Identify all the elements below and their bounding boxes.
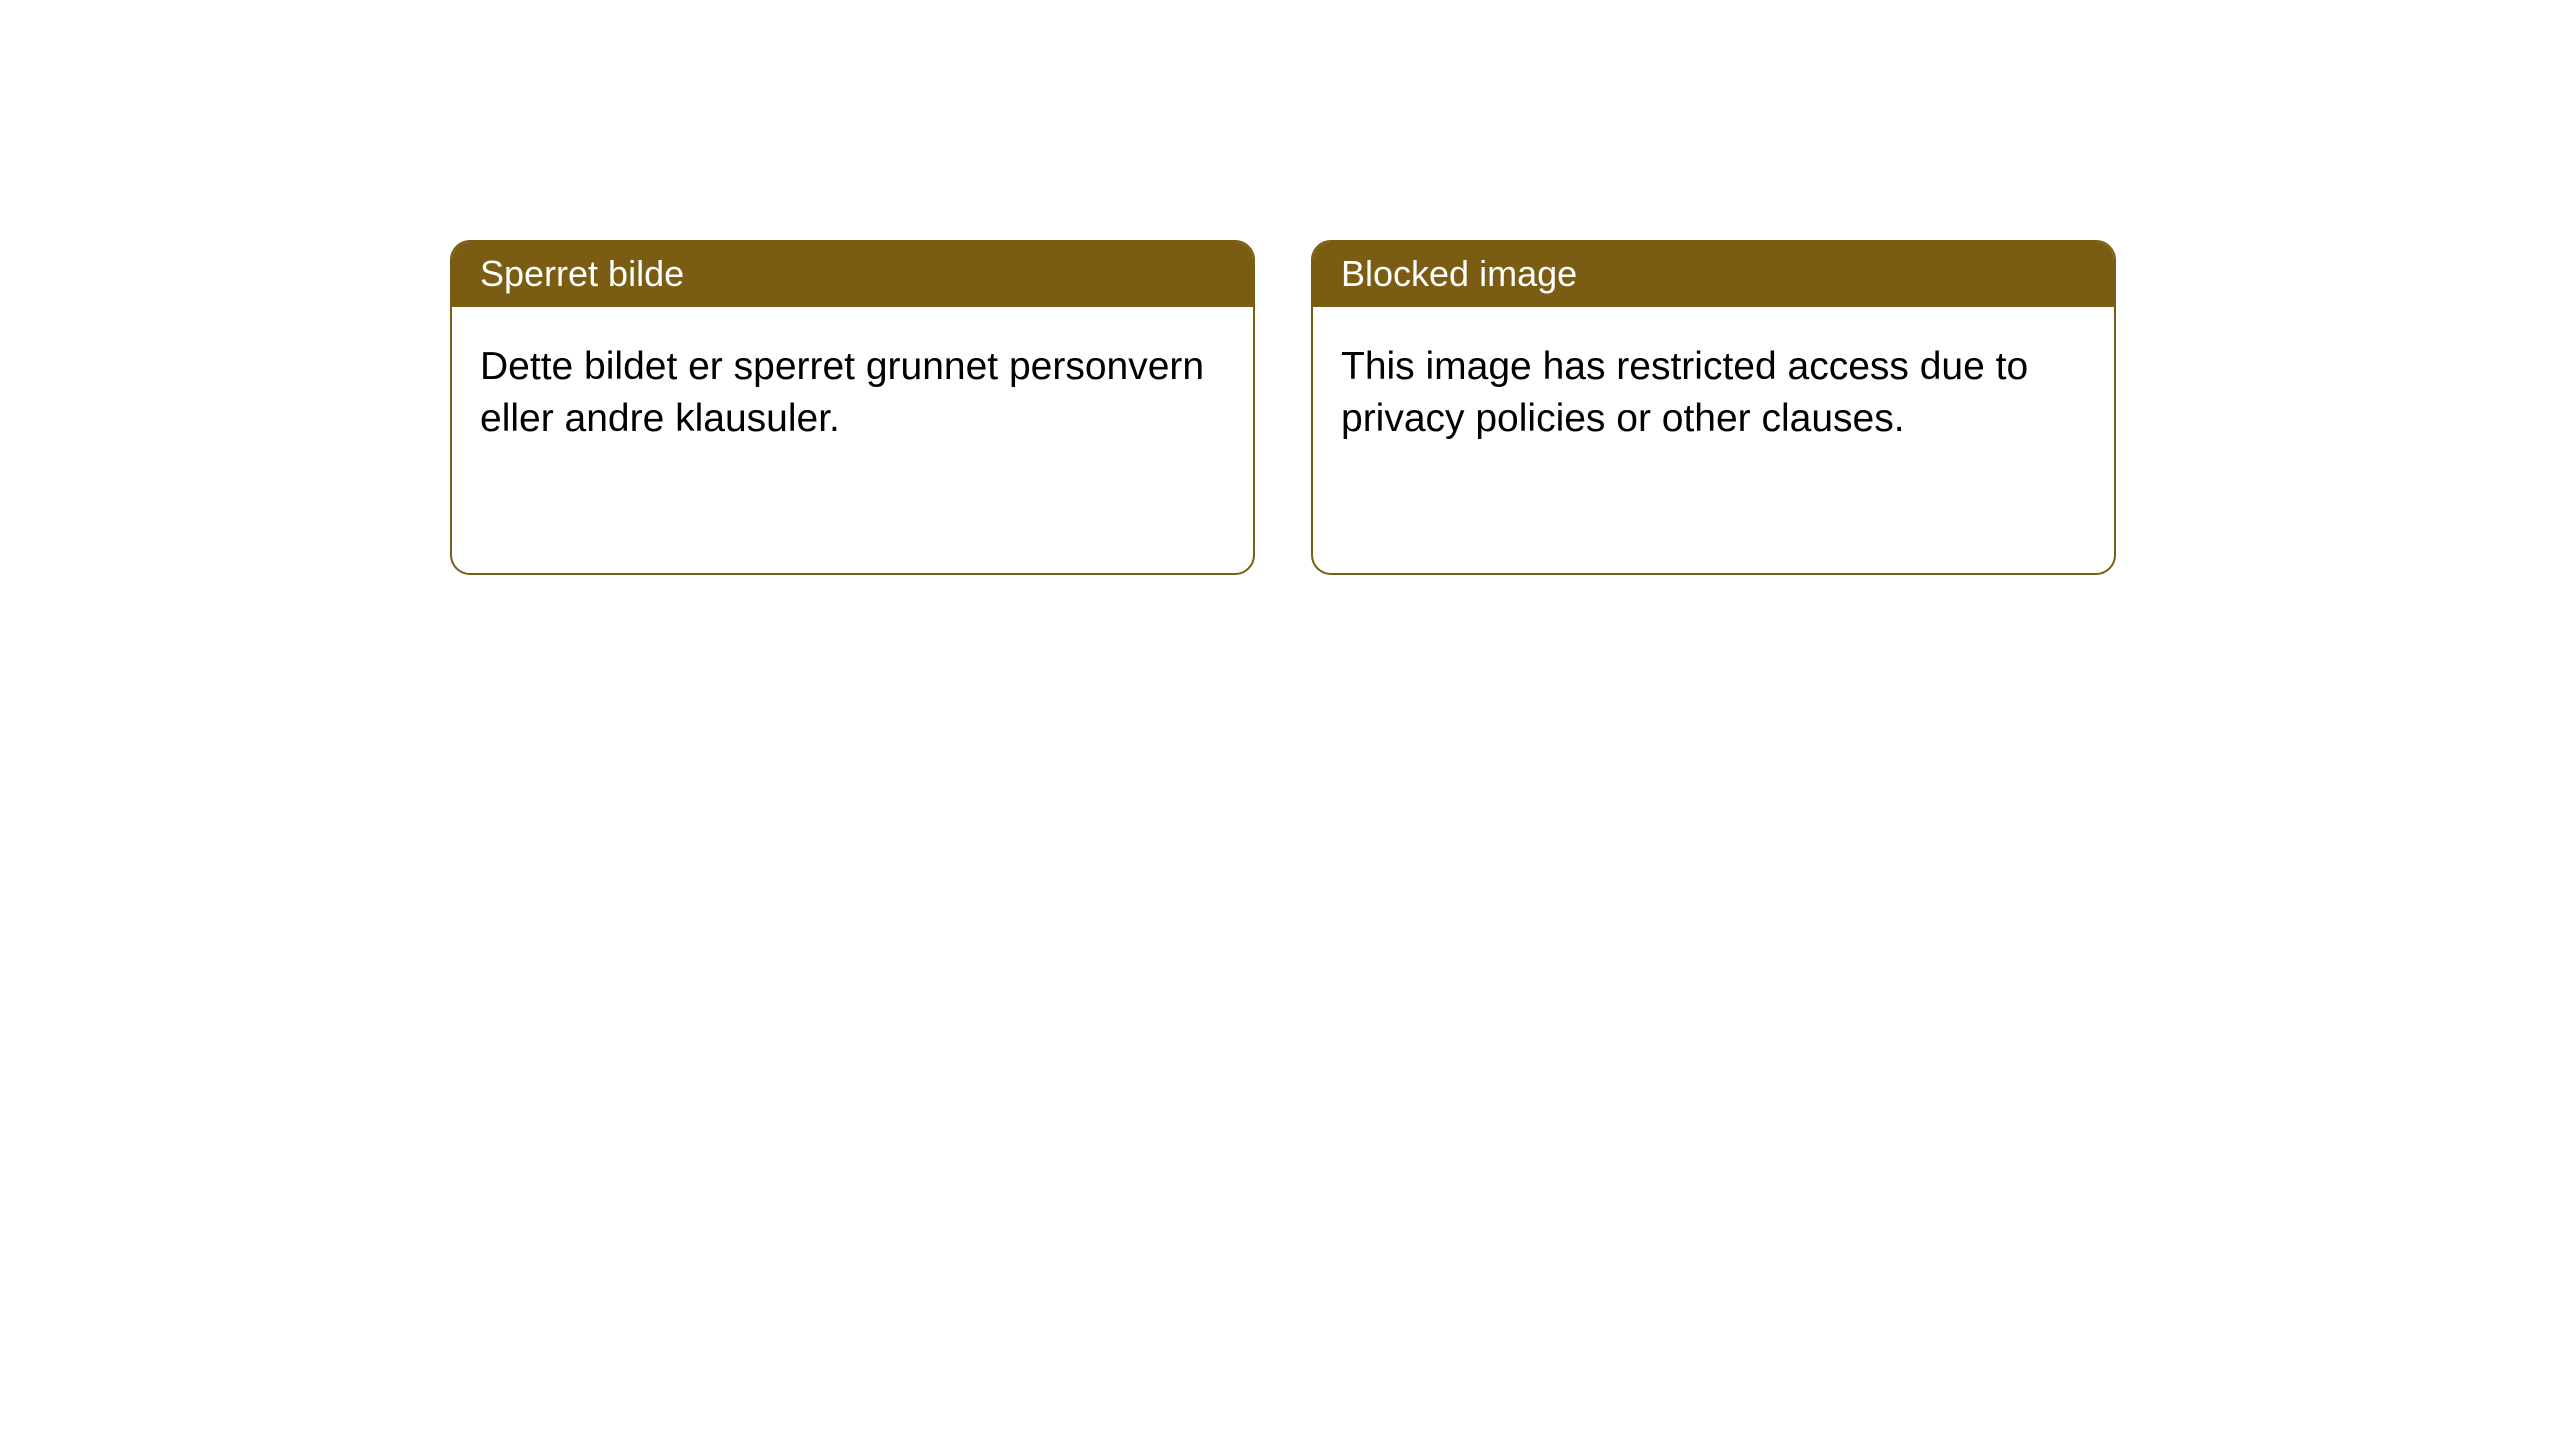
notice-header-norwegian: Sperret bilde: [452, 242, 1253, 307]
notice-container: Sperret bilde Dette bildet er sperret gr…: [450, 240, 2116, 575]
notice-body-norwegian: Dette bildet er sperret grunnet personve…: [452, 307, 1253, 473]
notice-card-norwegian: Sperret bilde Dette bildet er sperret gr…: [450, 240, 1255, 575]
notice-body-english: This image has restricted access due to …: [1313, 307, 2114, 473]
notice-header-english: Blocked image: [1313, 242, 2114, 307]
notice-card-english: Blocked image This image has restricted …: [1311, 240, 2116, 575]
